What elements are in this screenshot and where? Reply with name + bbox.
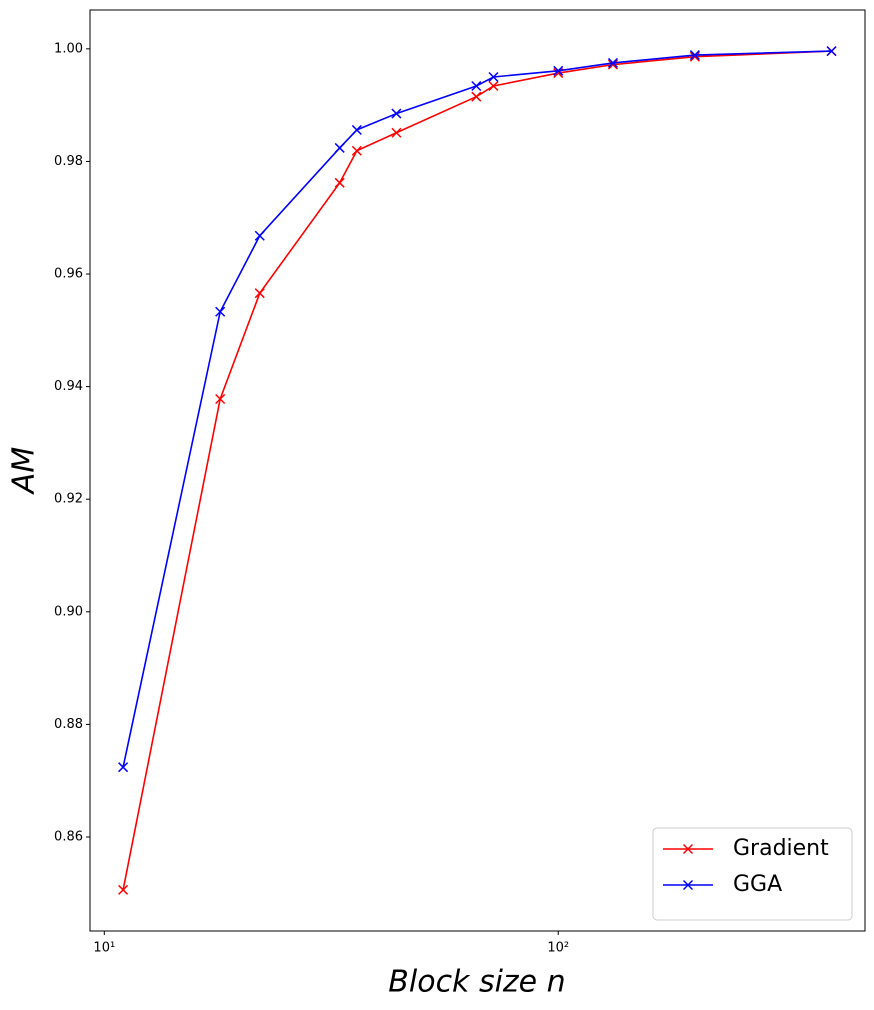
x-axis-label: Block size n [388,965,565,1000]
data-point [689,51,700,62]
marker-stroke [254,230,265,241]
data-point [351,145,362,156]
legend-label: Gradient [733,836,829,861]
y-tick-label: 0.94 [54,379,83,394]
data-point [351,124,362,135]
data-point [215,306,226,317]
legend-marker [682,843,694,855]
data-point [488,71,499,83]
marker-stroke [689,51,700,62]
legend-box [652,827,853,921]
y-tick-label: 0.90 [54,604,83,619]
marker-stroke [351,145,362,156]
marker-stroke [826,46,837,57]
data-point [334,177,345,188]
data-point [391,127,402,138]
y-tick-label: 0.92 [54,492,83,507]
marker-stroke [118,762,129,773]
data-point [254,288,265,299]
data-point [488,80,499,92]
marker-stroke [471,80,482,92]
marker-stroke [689,50,700,61]
marker-stroke [607,59,619,70]
marker-stroke [682,879,694,891]
y-tick-label: 1.00 [54,41,83,56]
marker-stroke [553,65,564,76]
marker-stroke [334,177,345,188]
marker-stroke [215,306,226,317]
series-line [122,50,832,891]
x-tick-label: 10¹ [93,941,115,956]
legend-marker [682,879,694,891]
marker-stroke [682,843,694,855]
marker-stroke [391,108,402,119]
marker-stroke [607,57,619,68]
marker-stroke [215,393,226,405]
marker-stroke [488,71,499,83]
data-point [471,80,482,92]
data-point [254,230,265,241]
y-tick-label: 0.96 [54,267,83,282]
legend: Gradient GGA [652,827,853,921]
x-tick-label: 10² [547,941,569,956]
data-point [391,108,402,119]
marker-stroke [488,80,499,92]
marker-stroke [334,142,345,153]
y-tick-label: 0.88 [54,717,83,732]
data-point [471,91,482,102]
data-point [118,762,129,773]
y-tick-label: 0.98 [54,154,83,169]
marker-stroke [118,884,129,895]
data-point [118,884,129,895]
data-point [215,393,226,405]
legend-label: GGA [733,872,782,897]
marker-stroke [254,288,265,299]
data-point [334,142,345,153]
y-tick-label: 0.86 [54,829,83,844]
series-line [122,50,832,768]
y-axis-label: AM [7,447,42,496]
data-point [553,65,564,76]
data-point [607,59,619,70]
data-point [826,46,837,57]
marker-stroke [391,127,402,138]
data-point [607,57,619,68]
marker-stroke [351,124,362,135]
plot-frame [89,9,866,932]
data-point [689,50,700,61]
marker-stroke [471,91,482,102]
